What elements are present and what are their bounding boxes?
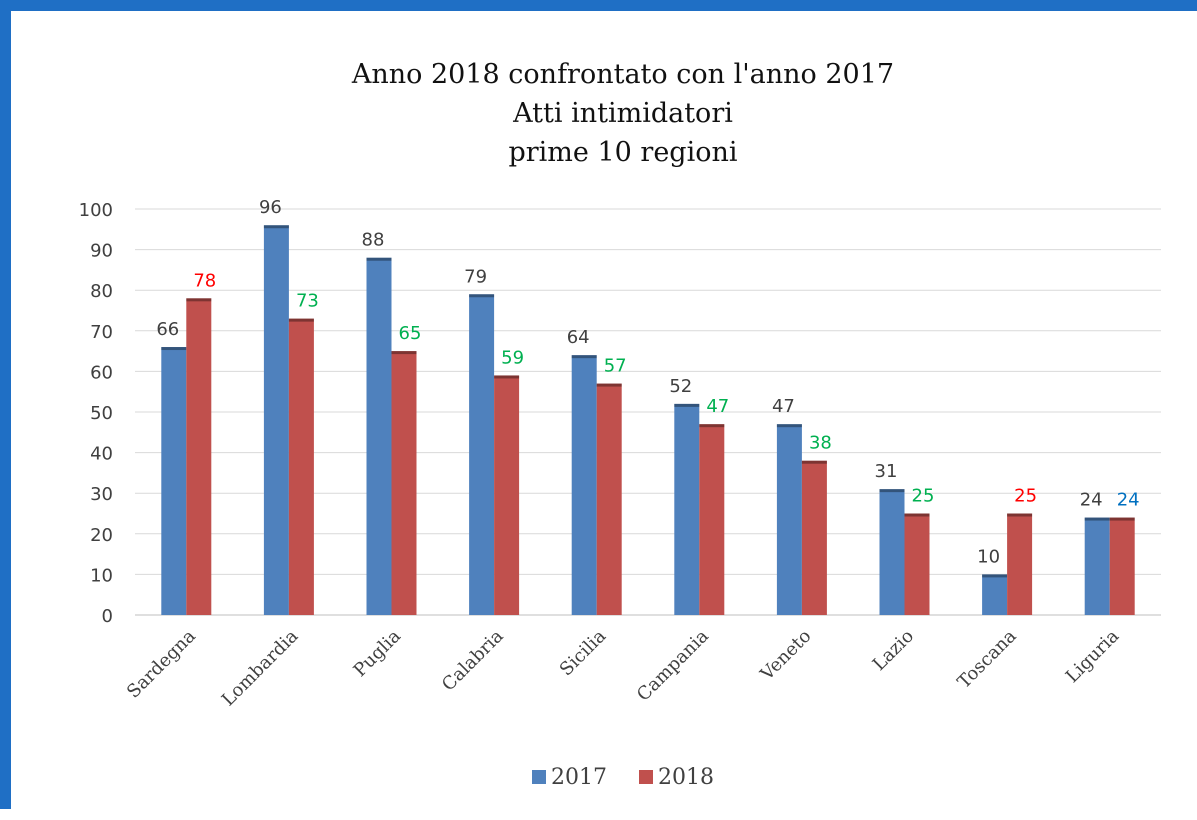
bar-2017-liguria	[1084, 517, 1110, 615]
bar-top-edge	[391, 351, 417, 355]
y-tick-label: 70	[90, 322, 113, 343]
y-tick-label: 30	[90, 484, 113, 505]
bar-top-edge	[776, 424, 802, 428]
bar-top-edge	[596, 383, 622, 387]
data-label-2017-lazio: 31	[875, 461, 898, 482]
bar-2018-toscana	[1007, 513, 1033, 615]
chart-title-line-2: Atti intimidatori	[512, 98, 733, 129]
data-label-2018-toscana: 25	[1014, 486, 1037, 507]
bar-top-edge	[674, 403, 700, 407]
bar-2017-lazio	[879, 489, 905, 615]
legend-swatch-2017	[532, 770, 546, 784]
chart-title: Anno 2018 confrontato con l'anno 2017 At…	[351, 59, 894, 168]
data-label-2018-campania: 47	[706, 396, 729, 417]
legend-label-2018: 2018	[658, 765, 714, 790]
data-label-2017-puglia: 88	[362, 230, 385, 251]
data-labels: 66 78 96 73 88 65 79 59 64 57 52 47 47 38 31 25 10 25 24 24	[156, 197, 1139, 567]
y-tick-label: 100	[79, 200, 113, 221]
x-axis-categories: Sardegna Lombardia Puglia Calabria Sicilia Ca…	[123, 625, 1123, 710]
bar-2017-sicilia	[571, 355, 597, 615]
y-tick-label: 0	[102, 606, 113, 627]
bar-top-edge	[879, 489, 905, 493]
data-label-2018-lazio: 25	[912, 486, 935, 507]
legend-label-2017: 2017	[551, 765, 607, 790]
bar-2017-calabria	[469, 294, 495, 615]
bar-2018-lazio	[904, 513, 930, 615]
bar-2018-sardegna	[186, 298, 212, 615]
data-label-2018-liguria: 24	[1117, 490, 1140, 511]
category-label-sardegna: Sardegna	[123, 626, 200, 703]
bar-2017-sardegna	[161, 347, 187, 615]
data-label-2017-sicilia: 64	[567, 327, 590, 348]
bars	[161, 225, 1135, 616]
y-tick-label: 20	[90, 525, 113, 546]
bar-top-edge	[366, 257, 392, 261]
bar-top-edge	[186, 298, 212, 302]
bar-top-edge	[982, 574, 1008, 578]
bar-top-edge	[1109, 517, 1135, 521]
data-label-2017-toscana: 10	[977, 546, 1000, 567]
data-label-2018-lombardia: 73	[296, 291, 319, 312]
category-label-puglia: Puglia	[350, 626, 406, 682]
data-label-2018-puglia: 65	[399, 323, 422, 344]
category-label-liguria: Liguria	[1062, 625, 1124, 687]
data-label-2017-lombardia: 96	[259, 197, 282, 218]
category-label-lazio: Lazio	[869, 626, 918, 675]
data-label-2017-calabria: 79	[464, 266, 487, 287]
bar-chart: Anno 2018 confrontato con l'anno 2017 At…	[79, 59, 1161, 790]
bar-2018-campania	[699, 424, 725, 615]
bar-top-edge	[699, 424, 725, 428]
legend: 2017 2018	[532, 765, 714, 790]
bar-top-edge	[801, 460, 827, 464]
data-label-2017-veneto: 47	[772, 396, 795, 417]
bar-2018-calabria	[494, 375, 520, 615]
data-label-2017-sardegna: 66	[156, 319, 179, 340]
y-tick-label: 60	[90, 362, 113, 383]
y-tick-label: 80	[90, 281, 113, 302]
category-label-campania: Campania	[633, 626, 713, 706]
category-label-toscana: Toscana	[954, 626, 1021, 693]
bar-2017-toscana	[982, 574, 1008, 615]
y-tick-label: 10	[90, 565, 113, 586]
bar-2018-veneto	[801, 460, 827, 615]
category-label-calabria: Calabria	[438, 625, 508, 695]
y-tick-label: 50	[90, 403, 113, 424]
data-label-2017-liguria: 24	[1080, 490, 1103, 511]
bar-2018-liguria	[1109, 517, 1135, 615]
bar-2018-sicilia	[596, 383, 622, 615]
data-label-2017-campania: 52	[669, 376, 692, 397]
bar-top-edge	[288, 318, 314, 322]
bar-2017-veneto	[776, 424, 802, 615]
bar-top-edge	[161, 347, 187, 351]
data-label-2018-veneto: 38	[809, 433, 832, 454]
bar-top-edge	[263, 225, 289, 229]
bar-2017-lombardia	[263, 225, 289, 616]
bar-top-edge	[904, 513, 930, 517]
category-label-lombardia: Lombardia	[218, 626, 303, 711]
bar-2018-puglia	[391, 351, 417, 615]
bar-top-edge	[1007, 513, 1033, 517]
bar-top-edge	[469, 294, 495, 298]
y-axis-ticks: 0 10 20 30 40 50 60 70 80 90 100	[79, 200, 113, 627]
bar-2017-puglia	[366, 257, 392, 615]
legend-swatch-2018	[639, 770, 653, 784]
y-tick-label: 90	[90, 241, 113, 262]
category-label-sicilia: Sicilia	[556, 625, 611, 680]
chart-title-line-1: Anno 2018 confrontato con l'anno 2017	[351, 59, 894, 90]
data-label-2018-sardegna: 78	[193, 270, 216, 291]
data-label-2018-sicilia: 57	[604, 356, 627, 377]
bar-top-edge	[494, 375, 520, 379]
bar-top-edge	[571, 355, 597, 359]
category-label-veneto: Veneto	[756, 626, 816, 686]
bar-2017-campania	[674, 403, 700, 615]
chart-title-line-3: prime 10 regioni	[508, 137, 737, 168]
y-tick-label: 40	[90, 444, 113, 465]
bar-2018-lombardia	[288, 318, 314, 615]
bar-top-edge	[1084, 517, 1110, 521]
data-label-2018-calabria: 59	[501, 347, 524, 368]
